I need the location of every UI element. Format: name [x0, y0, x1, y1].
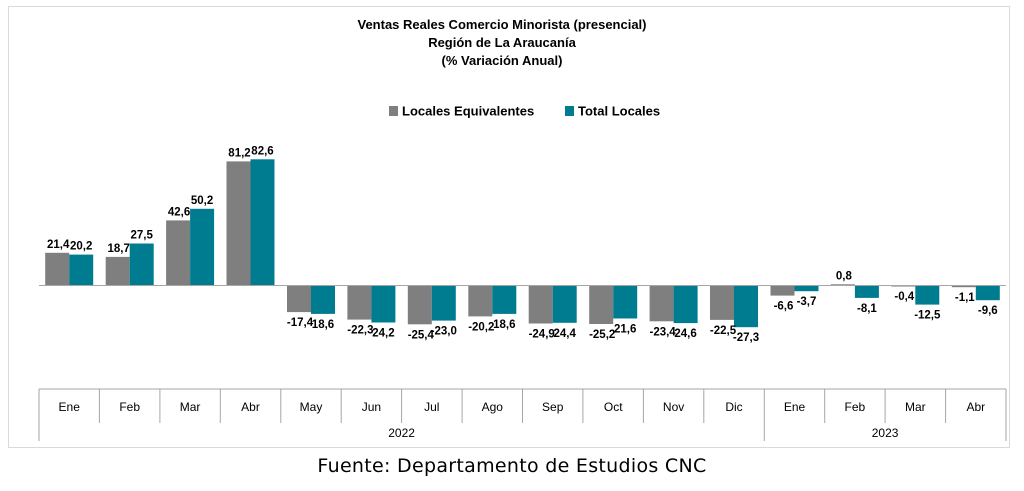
data-label-equivalentes-1: 21,4: [47, 239, 70, 251]
bar-total-6: [371, 285, 396, 323]
bar-equivalentes-3: [166, 220, 191, 286]
month-label-2: Feb: [119, 400, 140, 414]
month-label-15: Mar: [905, 400, 926, 414]
data-label-total-4: 82,6: [251, 145, 273, 157]
bar-equivalentes-9: [528, 285, 553, 324]
data-label-equivalentes-2: 18,7: [108, 243, 130, 255]
data-label-equivalentes-14: 0,8: [836, 270, 853, 282]
data-label-total-13: -3,7: [797, 296, 817, 308]
bar-equivalentes-4: [226, 161, 251, 286]
bar-total-15: [915, 285, 940, 305]
data-label-total-9: 24,4: [554, 328, 577, 340]
bar-total-12: [734, 285, 758, 328]
data-label-equivalentes-10: -25,2: [589, 329, 615, 341]
data-label-total-3: 50,2: [191, 195, 213, 207]
chart-frame: Ventas Reales Comercio Minorista (presen…: [8, 6, 1010, 448]
month-label-5: May: [300, 400, 323, 414]
bar-equivalentes-6: [347, 285, 372, 320]
bar-total-2: [129, 243, 154, 286]
month-label-10: Oct: [604, 400, 623, 414]
data-label-total-1: 20,2: [70, 241, 92, 253]
year-label-1: 2022: [388, 426, 415, 440]
month-label-16: Abr: [966, 400, 985, 414]
bar-equivalentes-10: [589, 285, 614, 324]
data-label-equivalentes-6: -22,3: [347, 325, 373, 337]
data-label-total-8: 18,6: [493, 319, 515, 331]
data-label-equivalentes-15: -0,4: [894, 291, 914, 303]
data-label-equivalentes-9: -24,9: [529, 329, 555, 341]
data-label-total-12: -27,3: [733, 332, 759, 344]
bar-total-16: [975, 285, 1000, 301]
bar-total-9: [552, 285, 577, 323]
bar-total-11: [673, 285, 698, 324]
bar-equivalentes-8: [468, 285, 493, 317]
bar-total-1: [69, 254, 94, 286]
data-label-equivalentes-5: -17,4: [287, 317, 314, 329]
bar-total-8: [492, 285, 517, 314]
legend-swatch-2: [565, 106, 574, 116]
bar-total-13: [794, 285, 819, 292]
data-label-total-11: 24,6: [674, 328, 696, 340]
data-label-equivalentes-8: -20,2: [468, 321, 494, 333]
bar-equivalentes-13: [770, 285, 795, 296]
source-note: Fuente: Departamento de Estudios CNC: [317, 455, 707, 477]
bar-equivalentes-14: [830, 284, 855, 286]
bar-equivalentes-1: [45, 252, 70, 286]
bar-total-14: [854, 285, 879, 298]
data-label-total-14: -8,1: [857, 303, 877, 315]
month-label-6: Jun: [362, 400, 381, 414]
month-label-12: Dic: [725, 400, 742, 414]
month-label-11: Nov: [663, 400, 684, 414]
bar-total-5: [311, 285, 335, 314]
month-label-14: Feb: [845, 400, 866, 414]
data-label-total-6: 24,2: [372, 328, 394, 340]
month-label-9: Sep: [542, 400, 564, 414]
data-label-total-15: -12,5: [914, 310, 941, 322]
chart-title-line-1: Ventas Reales Comercio Minorista (presen…: [358, 17, 647, 32]
bar-total-7: [431, 285, 456, 321]
month-label-13: Ene: [784, 400, 806, 414]
data-label-equivalentes-12: -22,5: [710, 325, 737, 337]
legend-swatch-1: [389, 106, 398, 116]
chart-title-line-2: Región de La Araucanía: [428, 35, 576, 50]
data-label-total-16: -9,6: [978, 305, 998, 317]
bar-equivalentes-7: [407, 285, 432, 325]
legend-label-1: Locales Equivalentes: [402, 104, 534, 119]
bar-total-4: [250, 159, 275, 286]
data-label-equivalentes-7: -25,4: [408, 329, 435, 341]
data-label-equivalentes-3: 42,6: [168, 206, 190, 218]
data-label-equivalentes-13: -6,6: [774, 301, 794, 313]
data-label-total-5: 18,6: [312, 319, 334, 331]
month-label-4: Abr: [241, 400, 260, 414]
data-label-total-10: 21,6: [614, 324, 636, 336]
year-label-2: 2023: [872, 426, 899, 440]
legend-label-2: Total Locales: [578, 104, 660, 119]
data-label-total-2: 27,5: [131, 230, 154, 242]
data-label-equivalentes-4: 81,2: [228, 147, 250, 159]
data-label-equivalentes-16: -1,1: [955, 292, 975, 304]
bar-chart: Ventas Reales Comercio Minorista (presen…: [38, 17, 1007, 441]
month-label-1: Ene: [59, 400, 81, 414]
data-label-equivalentes-11: -23,4: [649, 326, 676, 338]
month-label-7: Jul: [424, 400, 439, 414]
bar-total-3: [190, 208, 215, 286]
month-label-8: Ago: [482, 400, 504, 414]
bar-total-10: [613, 285, 638, 319]
bar-equivalentes-16: [951, 285, 976, 288]
bar-equivalentes-5: [287, 285, 311, 313]
bar-equivalentes-12: [710, 285, 734, 320]
month-label-3: Mar: [180, 400, 201, 414]
data-label-total-7: -23,0: [431, 326, 457, 338]
chart-title-line-3: (% Variación Anual): [442, 53, 563, 68]
bar-equivalentes-2: [105, 256, 130, 286]
bar-equivalentes-11: [649, 285, 674, 322]
